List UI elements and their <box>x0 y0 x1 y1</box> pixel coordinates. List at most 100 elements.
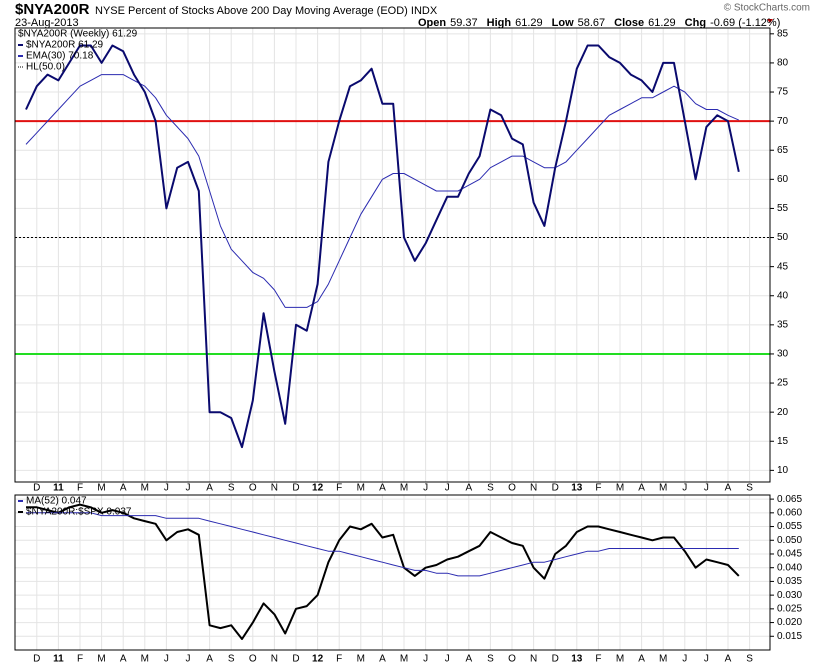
x-tick-label: N <box>530 654 537 665</box>
x-tick-label: 12 <box>312 654 324 665</box>
x-tick-label: F <box>336 483 342 494</box>
y-tick-label: 25 <box>777 378 789 389</box>
x-tick-label: F <box>77 483 83 494</box>
panel-frame <box>14 494 771 651</box>
y-tick-label: 0.030 <box>777 590 802 601</box>
quote-value: 61.29 <box>648 17 676 29</box>
x-tick-label: O <box>508 654 516 665</box>
y-tick-label: 30 <box>777 349 789 360</box>
x-tick-label: O <box>249 654 257 665</box>
quote-value: 61.29 <box>515 17 543 29</box>
x-tick-label: S <box>228 483 235 494</box>
x-tick-label: J <box>682 483 687 494</box>
x-tick-label: N <box>271 654 278 665</box>
y-tick-label: 0.040 <box>777 562 802 573</box>
x-tick-label: M <box>400 483 408 494</box>
x-tick-label: J <box>423 483 428 494</box>
x-tick-label: J <box>186 654 191 665</box>
x-tick-label: M <box>659 483 667 494</box>
quote-label: Open <box>418 17 446 29</box>
x-tick-label: D <box>292 483 299 494</box>
y-tick-label: 0.045 <box>777 549 802 560</box>
y-tick-label: 0.025 <box>777 603 802 614</box>
y-tick-label: 45 <box>777 261 789 272</box>
x-tick-label: N <box>271 483 278 494</box>
x-tick-label: 13 <box>571 654 583 665</box>
x-tick-label: A <box>638 483 645 494</box>
x-tick-label: A <box>725 654 732 665</box>
y-tick-label: 55 <box>777 203 789 214</box>
down-arrow <box>767 19 773 23</box>
quote-value: -0.69 (-1.12%) <box>710 17 780 29</box>
y-tick-label: 20 <box>777 407 789 418</box>
x-tick-label: F <box>336 654 342 665</box>
series-line <box>25 44 740 449</box>
x-tick-label: A <box>379 654 386 665</box>
quote-label: High <box>487 17 512 29</box>
x-tick-label: M <box>659 654 667 665</box>
x-tick-label: M <box>357 654 365 665</box>
x-tick-label: 11 <box>53 483 64 494</box>
x-tick-label: 11 <box>53 654 64 665</box>
x-tick-label: J <box>186 483 191 494</box>
legend-title: $NYA200R (Weekly) 61.29 <box>18 29 138 40</box>
x-tick-label: J <box>164 483 169 494</box>
quote-label: Close <box>614 17 644 29</box>
y-tick-label: 75 <box>777 87 789 98</box>
x-tick-label: M <box>97 654 105 665</box>
series-line <box>26 512 739 577</box>
panel-frame <box>14 27 771 483</box>
x-tick-label: J <box>164 654 169 665</box>
description: NYSE Percent of Stocks Above 200 Day Mov… <box>95 5 438 17</box>
y-tick-label: 10 <box>777 465 789 476</box>
symbol: $NYA200R <box>15 1 90 18</box>
x-tick-label: S <box>487 483 494 494</box>
x-tick-label: S <box>487 654 494 665</box>
x-tick-label: J <box>704 483 709 494</box>
legend-label: $NYA200R 61.29 <box>26 40 104 51</box>
quote-label: Chg <box>685 17 706 29</box>
y-tick-label: 0.015 <box>777 631 802 642</box>
x-tick-label: 13 <box>571 483 583 494</box>
y-tick-label: 0.055 <box>777 521 802 532</box>
y-tick-label: 80 <box>777 58 789 69</box>
quote-value: 58.67 <box>578 17 606 29</box>
x-tick-label: A <box>465 654 472 665</box>
y-tick-label: 50 <box>777 232 789 243</box>
y-tick-label: 0.065 <box>777 494 802 505</box>
x-tick-label: D <box>33 483 40 494</box>
x-tick-label: M <box>616 483 624 494</box>
x-tick-label: J <box>423 654 428 665</box>
y-tick-label: 35 <box>777 319 789 330</box>
x-tick-label: M <box>616 654 624 665</box>
x-tick-label: A <box>120 654 127 665</box>
x-tick-label: A <box>206 654 213 665</box>
y-tick-label: 60 <box>777 174 789 185</box>
x-tick-label: A <box>725 483 732 494</box>
x-tick-label: M <box>97 483 105 494</box>
x-tick-label: M <box>141 483 149 494</box>
y-tick-label: 85 <box>777 28 789 39</box>
x-tick-label: S <box>228 654 235 665</box>
legend-label: EMA(30) 70.18 <box>26 51 94 62</box>
x-tick-label: J <box>682 654 687 665</box>
legend-label: MA(52) 0.047 <box>26 496 87 507</box>
x-tick-label: S <box>746 654 753 665</box>
x-tick-label: D <box>552 654 559 665</box>
x-tick-label: M <box>400 654 408 665</box>
legend-label: $NYA200R:$SPX 0.037 <box>26 507 132 518</box>
y-tick-label: 0.060 <box>777 507 802 518</box>
y-tick-label: 70 <box>777 116 789 127</box>
x-tick-label: F <box>595 654 601 665</box>
copyright: © StockCharts.com <box>724 3 810 14</box>
x-tick-label: 12 <box>312 483 324 494</box>
quote-label: Low <box>552 17 574 29</box>
x-tick-label: F <box>77 654 83 665</box>
x-tick-label: O <box>249 483 257 494</box>
y-tick-label: 0.035 <box>777 576 802 587</box>
legend-label: HL(50.0) <box>26 62 65 73</box>
quote-value: 59.37 <box>450 17 478 29</box>
x-tick-label: M <box>141 654 149 665</box>
x-tick-label: A <box>206 483 213 494</box>
x-tick-label: D <box>33 654 40 665</box>
